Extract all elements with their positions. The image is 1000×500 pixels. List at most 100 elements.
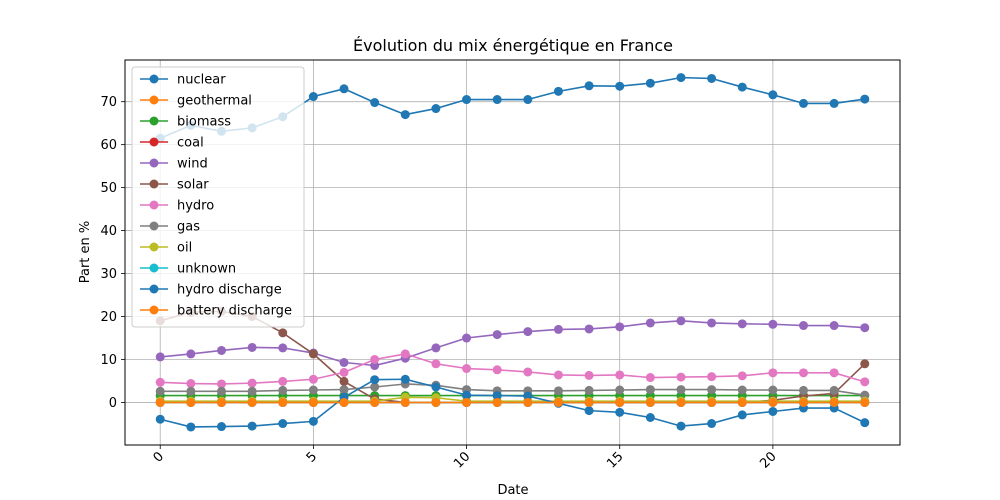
data-point bbox=[860, 94, 870, 104]
data-point bbox=[799, 368, 809, 378]
legend-label: nuclear bbox=[177, 73, 226, 88]
legend-marker bbox=[149, 74, 159, 84]
legend-item: coal bbox=[140, 136, 204, 151]
legend-marker bbox=[149, 200, 159, 210]
legend-label: battery discharge bbox=[177, 304, 292, 319]
data-point bbox=[339, 367, 349, 377]
data-point bbox=[829, 321, 839, 331]
data-point bbox=[860, 397, 870, 407]
y-axis: 0 10 20 30 40 50 60 70 bbox=[100, 95, 125, 411]
y-tick-label: 50 bbox=[100, 181, 117, 196]
y-tick-label: 20 bbox=[100, 310, 117, 325]
data-point bbox=[553, 370, 563, 380]
data-point bbox=[431, 382, 441, 392]
data-point bbox=[737, 319, 747, 329]
series-line bbox=[160, 378, 866, 428]
data-point bbox=[462, 397, 472, 407]
data-point bbox=[370, 354, 380, 364]
legend-item: biomass bbox=[140, 115, 231, 130]
y-tick-label: 60 bbox=[100, 138, 117, 153]
data-point bbox=[676, 397, 686, 407]
data-point bbox=[829, 397, 839, 407]
data-point bbox=[308, 349, 318, 359]
data-point bbox=[768, 397, 778, 407]
data-point bbox=[584, 385, 594, 395]
data-point bbox=[799, 98, 809, 108]
y-tick-label: 30 bbox=[100, 267, 117, 282]
legend-label: oil bbox=[177, 241, 192, 256]
legend-marker bbox=[149, 137, 159, 147]
data-point bbox=[645, 397, 655, 407]
data-point bbox=[584, 370, 594, 380]
data-point bbox=[216, 422, 226, 432]
data-point bbox=[216, 386, 226, 396]
data-point bbox=[523, 367, 533, 377]
data-point bbox=[860, 418, 870, 428]
data-point bbox=[278, 376, 288, 386]
y-tick-label: 0 bbox=[109, 396, 117, 411]
data-point bbox=[155, 377, 165, 387]
data-point bbox=[278, 397, 288, 407]
data-point bbox=[799, 321, 809, 331]
data-point bbox=[737, 371, 747, 381]
data-point bbox=[155, 414, 165, 424]
data-point bbox=[462, 364, 472, 374]
legend-marker bbox=[149, 158, 159, 168]
data-point bbox=[676, 421, 686, 431]
data-point bbox=[492, 95, 502, 105]
legend-item: unknown bbox=[140, 262, 236, 277]
data-point bbox=[186, 397, 196, 407]
data-point bbox=[339, 376, 349, 386]
data-point bbox=[737, 82, 747, 92]
data-point bbox=[247, 378, 257, 388]
legend-item: oil bbox=[140, 241, 192, 256]
data-point bbox=[462, 390, 472, 400]
series-layer bbox=[155, 73, 870, 432]
plot-frame bbox=[124, 59, 901, 446]
data-point bbox=[523, 391, 533, 401]
data-point bbox=[370, 382, 380, 392]
data-point bbox=[462, 95, 472, 105]
data-point bbox=[431, 359, 441, 369]
data-point bbox=[553, 324, 563, 334]
data-point bbox=[492, 391, 502, 401]
legend-label: geothermal bbox=[177, 94, 252, 109]
data-point bbox=[216, 345, 226, 355]
data-point bbox=[492, 365, 502, 375]
data-point bbox=[584, 324, 594, 334]
data-point bbox=[523, 327, 533, 337]
data-point bbox=[768, 385, 778, 395]
data-point bbox=[431, 104, 441, 114]
data-point bbox=[860, 359, 870, 369]
data-point bbox=[707, 419, 717, 429]
data-point bbox=[186, 379, 196, 389]
data-point bbox=[829, 368, 839, 378]
legend-item: gas bbox=[140, 220, 200, 235]
legend-marker bbox=[149, 221, 159, 231]
data-point bbox=[400, 397, 410, 407]
data-point bbox=[247, 342, 257, 352]
data-point bbox=[645, 373, 655, 383]
data-point bbox=[523, 95, 533, 105]
data-point bbox=[615, 407, 625, 417]
data-point bbox=[676, 73, 686, 83]
data-point bbox=[308, 92, 318, 102]
data-point bbox=[247, 386, 257, 396]
legend-label: coal bbox=[177, 136, 204, 151]
series-hydro bbox=[155, 349, 870, 389]
legend-item: hydro bbox=[140, 199, 214, 214]
series-line bbox=[160, 396, 865, 402]
data-point bbox=[339, 358, 349, 367]
data-point bbox=[645, 385, 655, 395]
data-point bbox=[400, 349, 410, 359]
legend-label: solar bbox=[177, 178, 209, 193]
data-point bbox=[553, 86, 563, 96]
legend-item: geothermal bbox=[140, 94, 252, 109]
data-point bbox=[676, 372, 686, 382]
data-point bbox=[492, 330, 502, 340]
y-tick-label: 70 bbox=[100, 95, 117, 110]
data-point bbox=[645, 413, 655, 422]
data-point bbox=[523, 397, 533, 407]
legend-marker bbox=[149, 242, 159, 252]
data-point bbox=[553, 386, 563, 396]
